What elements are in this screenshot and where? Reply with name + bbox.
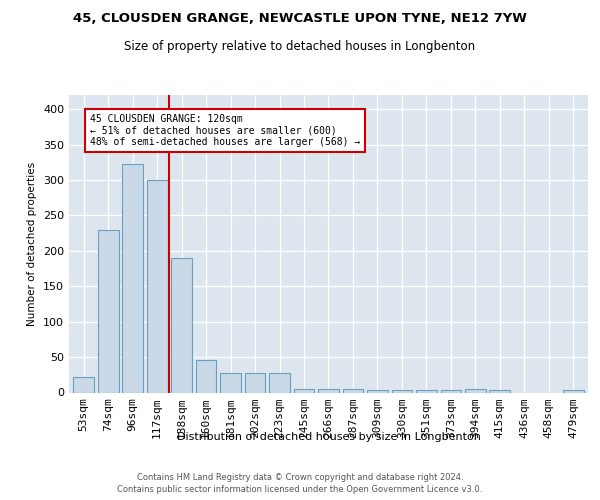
Bar — [220, 372, 241, 392]
Bar — [563, 390, 584, 392]
Text: Contains public sector information licensed under the Open Government Licence v3: Contains public sector information licen… — [118, 485, 482, 494]
Bar — [245, 372, 265, 392]
Bar — [318, 389, 339, 392]
Text: 45, CLOUSDEN GRANGE, NEWCASTLE UPON TYNE, NE12 7YW: 45, CLOUSDEN GRANGE, NEWCASTLE UPON TYNE… — [73, 12, 527, 26]
Bar — [269, 372, 290, 392]
Text: Distribution of detached houses by size in Longbenton: Distribution of detached houses by size … — [177, 432, 481, 442]
Bar — [490, 390, 510, 392]
Bar — [367, 390, 388, 392]
Bar — [147, 180, 167, 392]
Bar — [465, 389, 486, 392]
Text: Contains HM Land Registry data © Crown copyright and database right 2024.: Contains HM Land Registry data © Crown c… — [137, 472, 463, 482]
Bar — [73, 377, 94, 392]
Bar — [440, 390, 461, 392]
Bar — [343, 389, 364, 392]
Bar — [98, 230, 119, 392]
Bar — [392, 390, 412, 392]
Y-axis label: Number of detached properties: Number of detached properties — [28, 162, 37, 326]
Bar — [416, 390, 437, 392]
Bar — [196, 360, 217, 392]
Text: Size of property relative to detached houses in Longbenton: Size of property relative to detached ho… — [124, 40, 476, 53]
Text: 45 CLOUSDEN GRANGE: 120sqm
← 51% of detached houses are smaller (600)
48% of sem: 45 CLOUSDEN GRANGE: 120sqm ← 51% of deta… — [90, 114, 360, 147]
Bar — [122, 164, 143, 392]
Bar — [293, 389, 314, 392]
Bar — [171, 258, 192, 392]
